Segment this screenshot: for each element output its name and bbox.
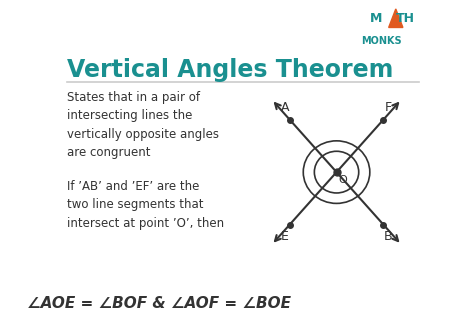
Text: States that in a pair of
intersecting lines the
vertically opposite angles
are c: States that in a pair of intersecting li… — [66, 91, 219, 159]
Text: TH: TH — [396, 12, 415, 25]
Text: A: A — [281, 101, 289, 114]
Text: Vertical Angles Theorem: Vertical Angles Theorem — [66, 58, 393, 81]
Text: B: B — [384, 230, 392, 243]
Text: M: M — [370, 12, 382, 25]
Text: F: F — [385, 101, 392, 114]
Text: MONKS: MONKS — [361, 36, 402, 46]
Text: O: O — [338, 175, 347, 185]
Text: If ’AB’ and ’EF’ are the
two line segments that
intersect at point ’O’, then: If ’AB’ and ’EF’ are the two line segmen… — [66, 180, 224, 230]
Text: ∠AOE = ∠BOF & ∠AOF = ∠BOE: ∠AOE = ∠BOF & ∠AOF = ∠BOE — [27, 296, 291, 311]
Text: E: E — [281, 230, 289, 243]
Polygon shape — [389, 9, 403, 27]
